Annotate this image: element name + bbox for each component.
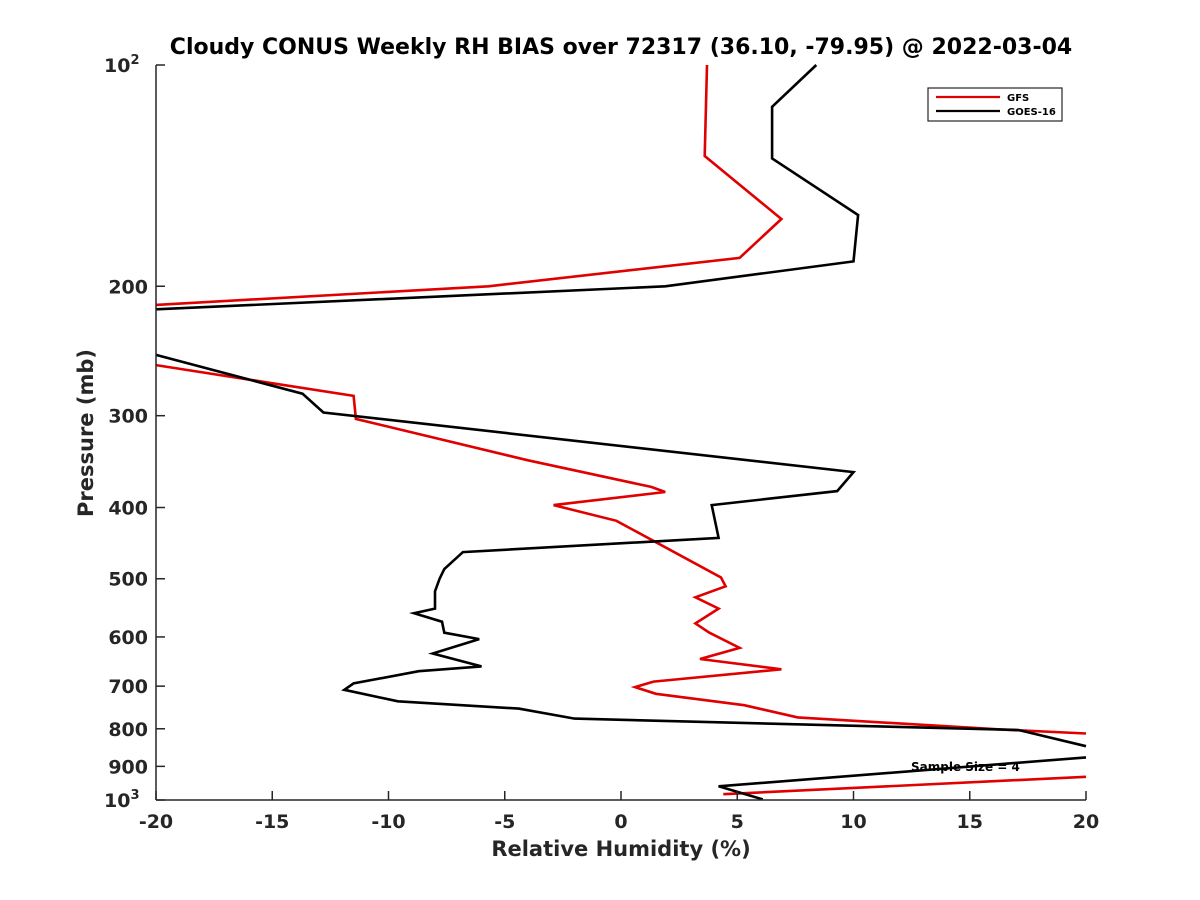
- sample-size-annotation: Sample Size = 4: [911, 760, 1020, 774]
- legend-label-gfs: GFS: [1007, 93, 1029, 104]
- tick-layer: -20 -15 -10 -5 0 5 10 15 20102200300400500600700…: [104, 53, 1099, 833]
- x-tick-label: 10: [840, 811, 866, 833]
- y-tick-label: 800: [108, 719, 148, 741]
- series-layer: [155, 64, 1087, 801]
- y-tick-label: 103: [104, 788, 140, 812]
- series-line-goes16: [155, 64, 1087, 801]
- y-tick-label: 500: [108, 569, 148, 591]
- y-tick-label: 200: [108, 276, 148, 298]
- x-tick-label: -10: [371, 811, 405, 833]
- x-tick-label: 15: [957, 811, 983, 833]
- x-tick-label: -5: [494, 811, 515, 833]
- y-tick-label: 400: [108, 498, 148, 520]
- legend-box: [927, 87, 1063, 122]
- x-tick-label: -20: [139, 811, 173, 833]
- x-tick-label: 20: [1073, 811, 1099, 833]
- y-tick-exponent: 2: [130, 53, 139, 68]
- y-axis-title: Pressure (mb): [74, 349, 98, 517]
- legend: GFS GOES-16: [927, 87, 1063, 122]
- chart-title: Cloudy CONUS Weekly RH BIAS over 72317 (…: [170, 35, 1072, 60]
- legend-label-goes16: GOES-16: [1007, 107, 1056, 118]
- x-tick-label: 0: [614, 811, 627, 833]
- y-tick-label: 300: [108, 406, 148, 428]
- x-tick-label: -15: [255, 811, 289, 833]
- y-tick-label: 600: [108, 627, 148, 649]
- y-tick-exponent: 3: [130, 788, 139, 803]
- y-tick-label: 900: [108, 756, 148, 778]
- y-tick-label: 700: [108, 676, 148, 698]
- series-line-gfs: [155, 64, 1087, 796]
- x-axis-title: Relative Humidity (%): [491, 837, 750, 861]
- x-tick-label: 5: [731, 811, 744, 833]
